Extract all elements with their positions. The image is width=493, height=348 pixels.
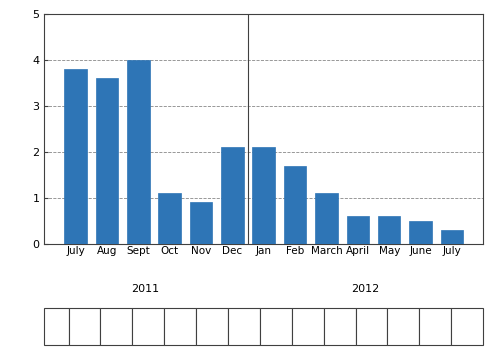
Bar	[347, 216, 369, 244]
Bar	[378, 216, 400, 244]
Text: 0,5: 0,5	[427, 321, 444, 331]
Bar	[64, 69, 87, 244]
Text: 2012: 2012	[351, 284, 379, 294]
Text: 2,1: 2,1	[268, 321, 284, 331]
Text: 0,3: 0,3	[459, 321, 475, 331]
Text: 0,9: 0,9	[204, 321, 220, 331]
Bar	[190, 202, 212, 244]
Text: 0,6: 0,6	[363, 321, 380, 331]
Bar	[284, 166, 307, 244]
Text: 3,6: 3,6	[108, 321, 125, 331]
Bar	[252, 147, 275, 244]
Text: 0,6: 0,6	[395, 321, 412, 331]
Text: 1,1: 1,1	[172, 321, 188, 331]
Text: %: %	[51, 321, 61, 331]
Bar	[221, 147, 244, 244]
Bar	[96, 78, 118, 244]
Bar	[441, 230, 463, 244]
Bar	[315, 193, 338, 244]
Bar	[127, 60, 149, 244]
Text: 3,8: 3,8	[76, 321, 93, 331]
Text: 2,1: 2,1	[236, 321, 252, 331]
Text: 1,1: 1,1	[331, 321, 348, 331]
Bar	[158, 193, 181, 244]
Text: 4,0: 4,0	[140, 321, 156, 331]
Text: 2011: 2011	[132, 284, 160, 294]
Text: 1,7: 1,7	[299, 321, 316, 331]
Bar	[409, 221, 432, 244]
